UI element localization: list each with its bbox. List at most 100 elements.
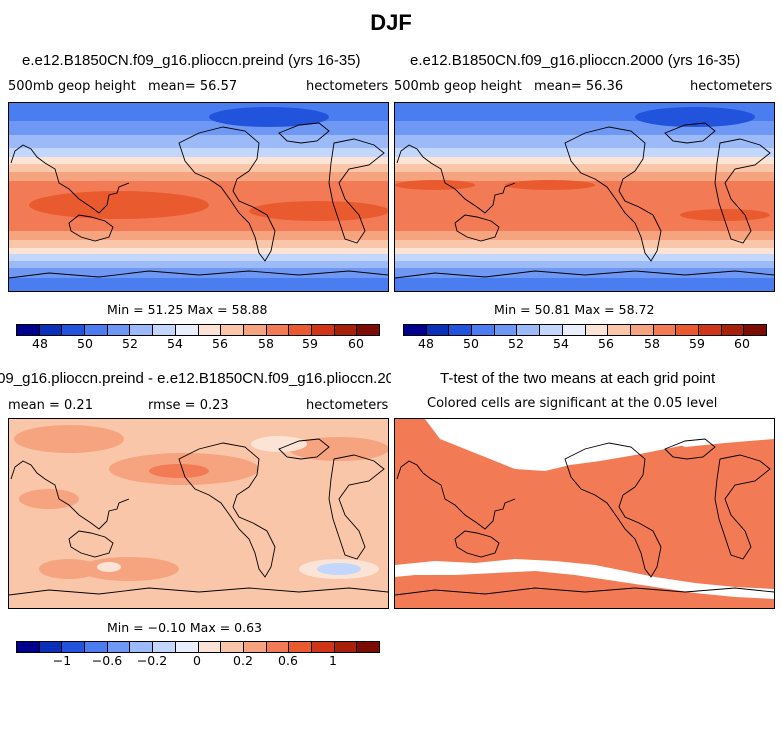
cbar-2000-c1 <box>426 325 450 335</box>
colorbar-diff <box>16 641 380 653</box>
australia-coast <box>454 214 500 242</box>
cbar-preind-c10 <box>243 325 267 335</box>
cbar-2000-c7 <box>562 325 586 335</box>
band-s4 <box>9 254 388 262</box>
colorbar-2000 <box>403 324 767 336</box>
cbar-2000-c14 <box>721 325 745 335</box>
ttest-nonsig-north2 <box>665 433 774 447</box>
cbar-diff-tick: 0.6 <box>278 653 298 668</box>
africa-europe-coast <box>328 454 385 560</box>
coastlines <box>395 438 774 596</box>
variable-label-preind: 500mb geop height <box>8 79 136 94</box>
cbar-diff-c7 <box>175 642 199 652</box>
africa-europe-coast <box>714 454 771 560</box>
band-s2 <box>395 240 774 249</box>
cbar-diff-tick: 1 <box>329 653 337 668</box>
map-ttest-svg <box>395 419 774 608</box>
band-n1 <box>9 121 388 137</box>
cbar-preind-c9 <box>221 325 244 335</box>
coastlines <box>395 122 774 279</box>
map-preind-svg <box>9 103 388 291</box>
cbar-diff-c3 <box>85 642 108 652</box>
panel-title-2000: e.e12.B1850CN.f09_g16.plioccn.2000 (yrs … <box>410 52 741 69</box>
cbar-preind-c8 <box>198 325 222 335</box>
cbar-preind-tick: 56 <box>212 336 228 351</box>
diff-low <box>97 562 121 572</box>
mean-label-2000: mean= 56.36 <box>534 79 624 94</box>
cbar-2000-c5 <box>517 325 541 335</box>
africa-europe-coast <box>714 138 771 244</box>
cbar-diff-tick: −0.2 <box>136 653 168 668</box>
cbar-preind-tick: 48 <box>32 336 48 351</box>
minmax-preind: Min = 51.25 Max = 58.88 <box>107 302 268 317</box>
band-s5 <box>9 261 388 269</box>
cbar-2000-tick: 58 <box>644 336 660 351</box>
greenland-coast <box>664 122 716 144</box>
asia-coast <box>10 144 130 214</box>
polar-low-core <box>209 107 329 127</box>
map-2000 <box>394 102 775 292</box>
cbar-diff-c5 <box>130 642 154 652</box>
cbar-preind-c1 <box>39 325 63 335</box>
cbar-diff-c2 <box>62 642 86 652</box>
panel-title-preind: e.e12.B1850CN.f09_g16.plioccn.preind (yr… <box>22 52 361 69</box>
cbar-diff-c8 <box>198 642 222 652</box>
cbar-preind-tick: 58 <box>258 336 274 351</box>
africa-europe-coast <box>328 138 385 244</box>
asia-coast <box>396 460 516 530</box>
cbar-2000-c9 <box>608 325 631 335</box>
americas-coast <box>178 442 276 578</box>
asia-coast <box>396 144 516 214</box>
diff-peak <box>149 464 209 478</box>
band-n2 <box>9 135 388 149</box>
cbar-2000-c4 <box>494 325 518 335</box>
diff-title-clip: e.e12.B1850CN.f09_g16.plioccn.preind - e… <box>0 370 391 392</box>
map-2000-svg <box>395 103 774 291</box>
units-label-preind: hectometers <box>306 79 389 94</box>
cbar-2000-c0 <box>404 325 427 335</box>
cbar-preind-tick: 52 <box>122 336 138 351</box>
cbar-diff-c9 <box>221 642 244 652</box>
band-tropics <box>395 181 774 233</box>
diff-patch <box>19 489 79 509</box>
cbar-preind-tick: 50 <box>77 336 93 351</box>
cbar-2000-c11 <box>653 325 677 335</box>
australia-coast <box>454 530 500 558</box>
cbar-preind-c4 <box>107 325 131 335</box>
diff-neg <box>317 563 361 575</box>
australia-coast <box>68 214 114 242</box>
cbar-diff-c1 <box>39 642 63 652</box>
cbar-preind-c2 <box>62 325 86 335</box>
cbar-2000-c12 <box>676 325 699 335</box>
mean-label-diff: mean = 0.21 <box>8 398 93 413</box>
band-s6 <box>395 268 774 278</box>
band-s4 <box>395 254 774 262</box>
cbar-diff-tick: −1 <box>52 653 72 668</box>
units-label-diff: hectometers <box>306 398 389 413</box>
cbar-2000-c6 <box>540 325 563 335</box>
band-n4 <box>9 157 388 165</box>
cbar-2000-tick: 52 <box>508 336 524 351</box>
cbar-diff-tick: 0.2 <box>233 653 253 668</box>
map-diff-svg <box>9 419 388 608</box>
antarctica-coast <box>9 587 388 596</box>
diff-low <box>251 436 307 452</box>
core-warm-pacific <box>29 191 209 219</box>
cbar-preind-c7 <box>175 325 199 335</box>
band-s1 <box>395 231 774 241</box>
band-n3 <box>9 148 388 158</box>
minmax-2000: Min = 50.81 Max = 58.72 <box>494 302 655 317</box>
ttest-nonsig-south <box>395 559 774 599</box>
cbar-preind-c3 <box>85 325 108 335</box>
band-n5 <box>395 164 774 173</box>
polar-low-core <box>635 107 755 127</box>
cbar-preind-tick: 59 <box>302 336 318 351</box>
diff-patch <box>39 559 99 579</box>
band-s3 <box>395 248 774 255</box>
figure-title: DJF <box>370 10 412 35</box>
band-n3 <box>395 148 774 158</box>
panel-title-ttest: T-test of the two means at each grid poi… <box>440 370 716 387</box>
cbar-diff-c11 <box>266 642 290 652</box>
band-s6 <box>9 268 388 278</box>
map-preind <box>8 102 389 292</box>
